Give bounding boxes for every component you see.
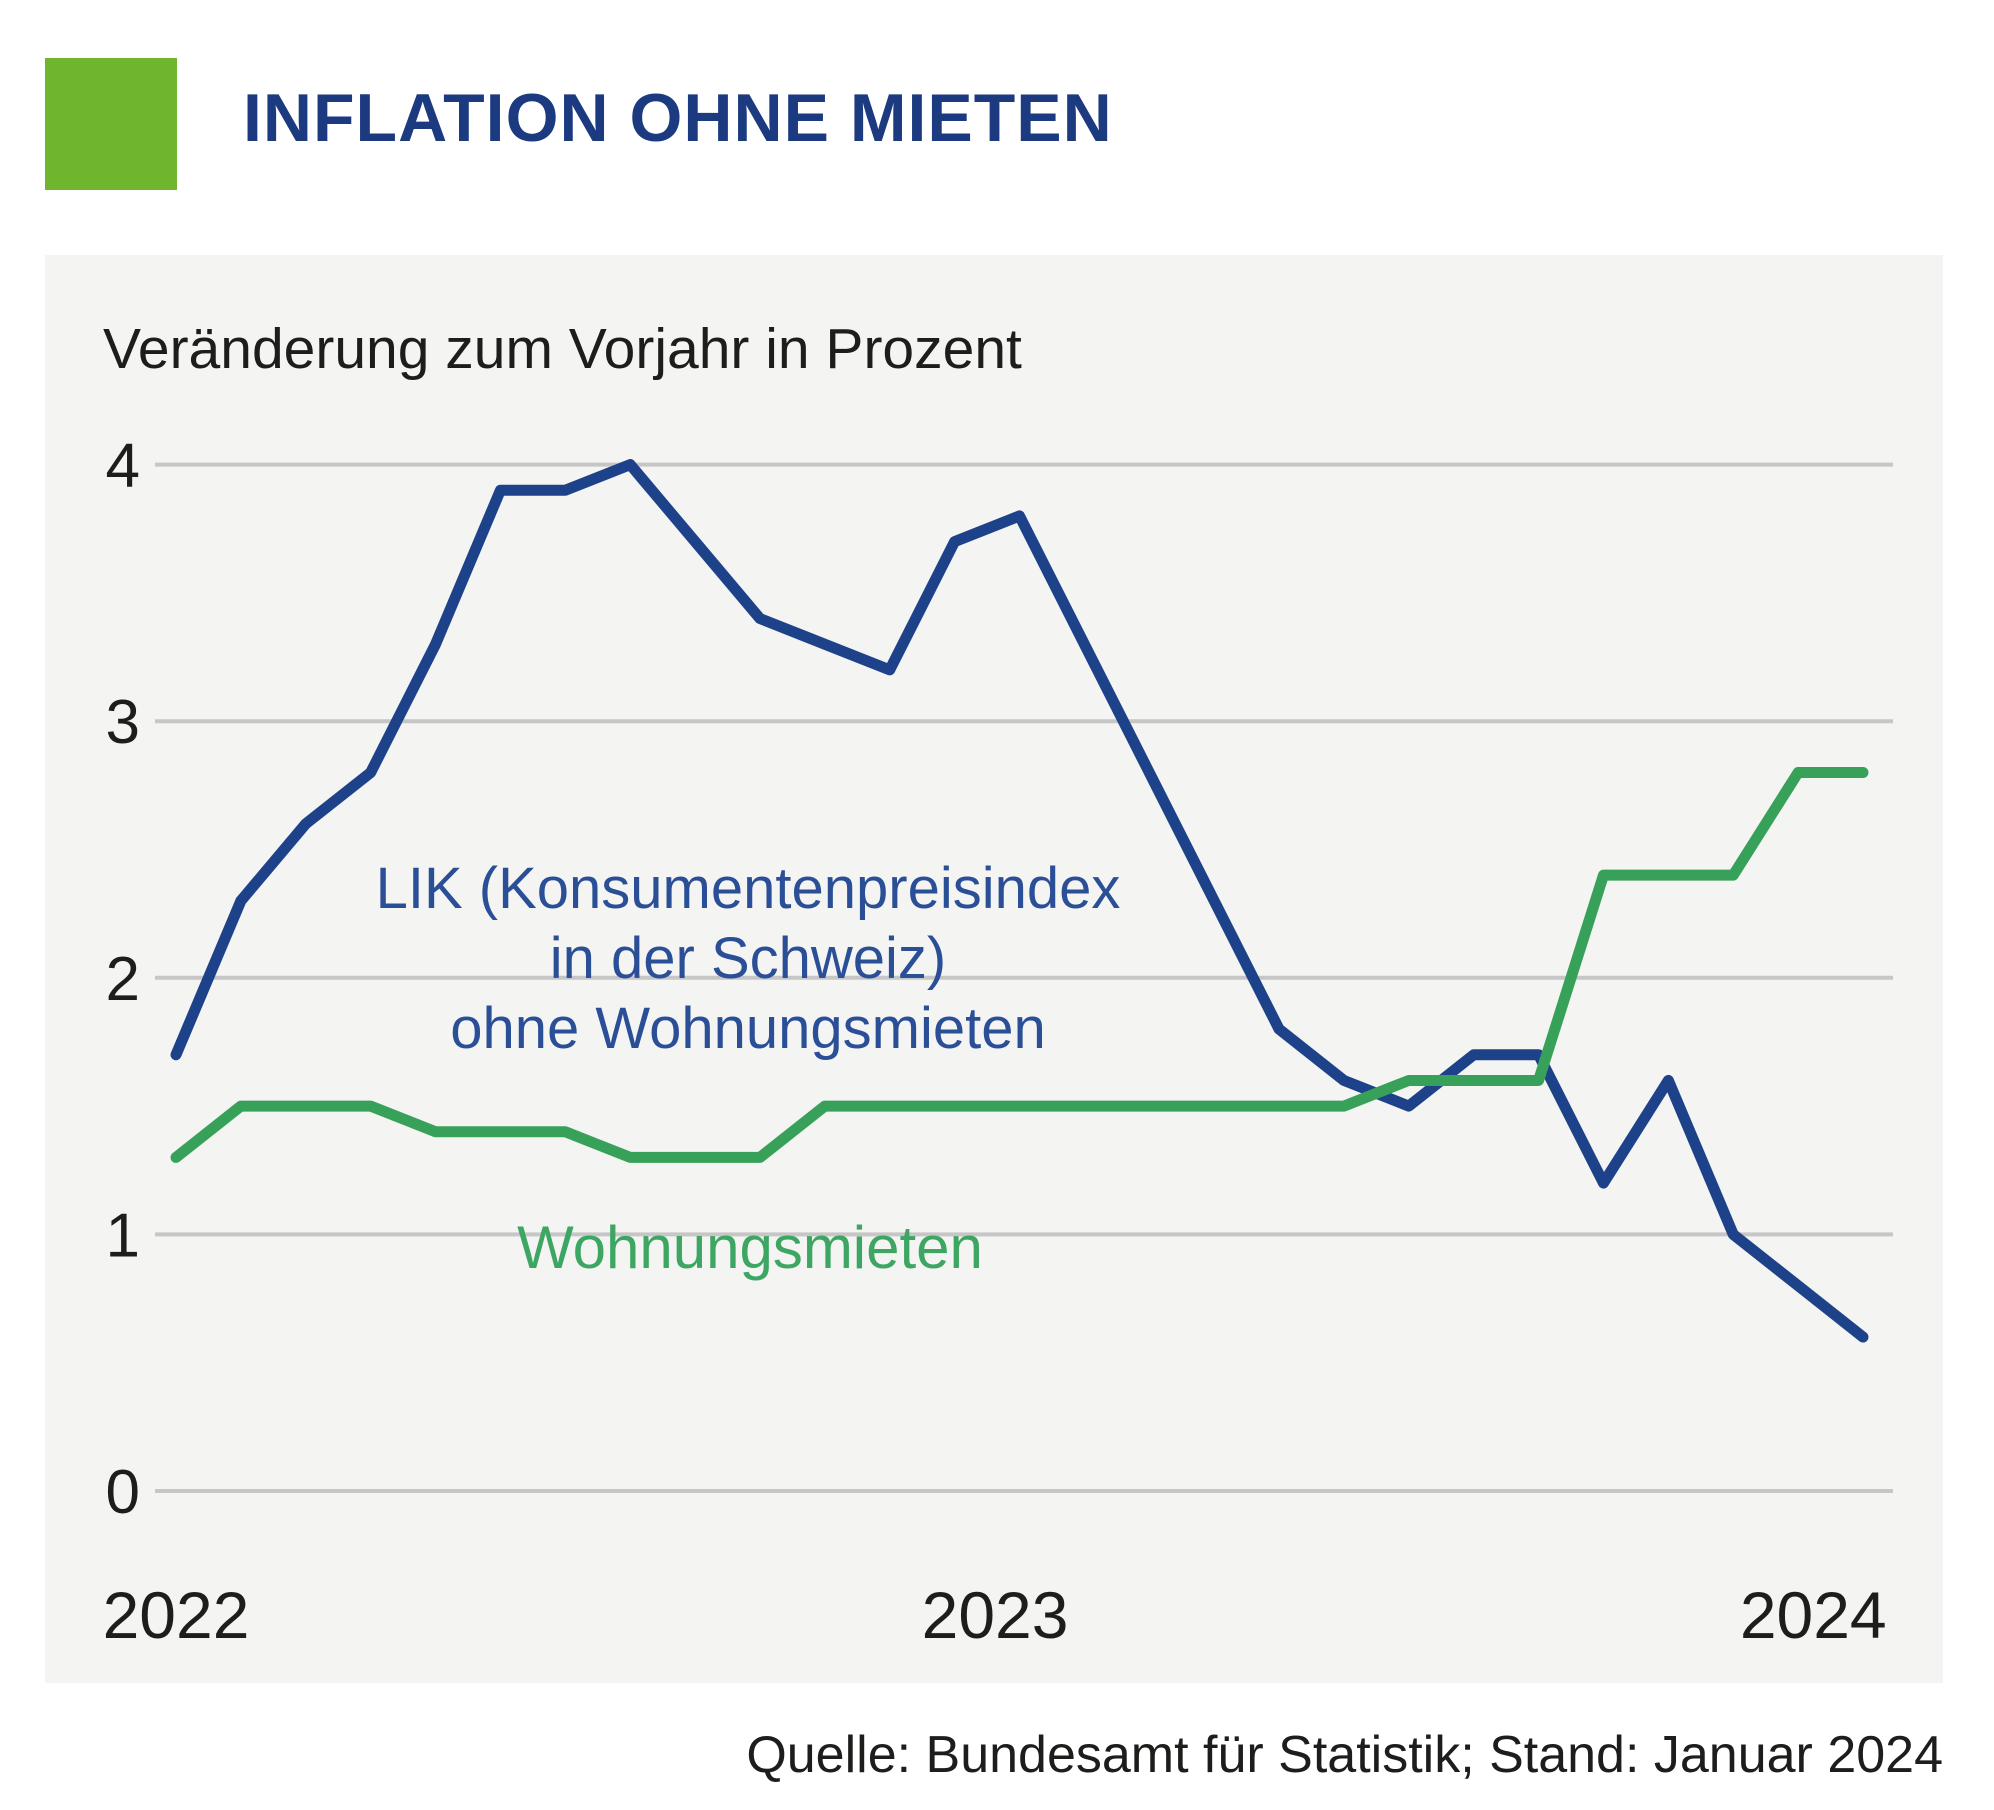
x-tick-label-2023: 2023	[922, 1578, 1069, 1652]
y-tick-label-4: 4	[106, 432, 140, 501]
y-tick-label-3: 3	[106, 688, 140, 757]
brand-square-icon	[45, 58, 177, 190]
gridlines	[155, 462, 1893, 1493]
x-tick-label-2022: 2022	[103, 1578, 250, 1652]
series-line-lik	[170, 459, 1869, 1343]
y-axis-labels: 4 3 2 1 0	[106, 432, 140, 1527]
x-tick-label-2024: 2024	[1740, 1578, 1887, 1652]
series-label-lik: LIK (Konsumentenpreisindex in der Schwei…	[376, 856, 1121, 1061]
source-note: Quelle: Bundesamt für Statistik; Stand: …	[746, 1726, 1943, 1784]
series-line-wohnungsmieten	[170, 767, 1869, 1163]
y-tick-label-2: 2	[106, 945, 140, 1014]
chart-subtitle: Veränderung zum Vorjahr in Prozent	[103, 317, 1022, 381]
series-label-lik-line2: in der Schweiz)	[550, 926, 946, 991]
plot-background	[45, 255, 1943, 1683]
x-axis-labels: 2022 2023 2024	[103, 1578, 1887, 1652]
y-tick-label-1: 1	[106, 1201, 140, 1270]
page-title: INFLATION OHNE MIETEN	[243, 80, 1113, 156]
series-label-lik-line1: LIK (Konsumentenpreisindex	[376, 856, 1121, 921]
y-tick-label-0: 0	[106, 1458, 140, 1527]
series-label-lik-line3: ohne Wohnungsmieten	[450, 996, 1045, 1061]
series-label-wohnungsmieten: Wohnungsmieten	[517, 1214, 983, 1281]
